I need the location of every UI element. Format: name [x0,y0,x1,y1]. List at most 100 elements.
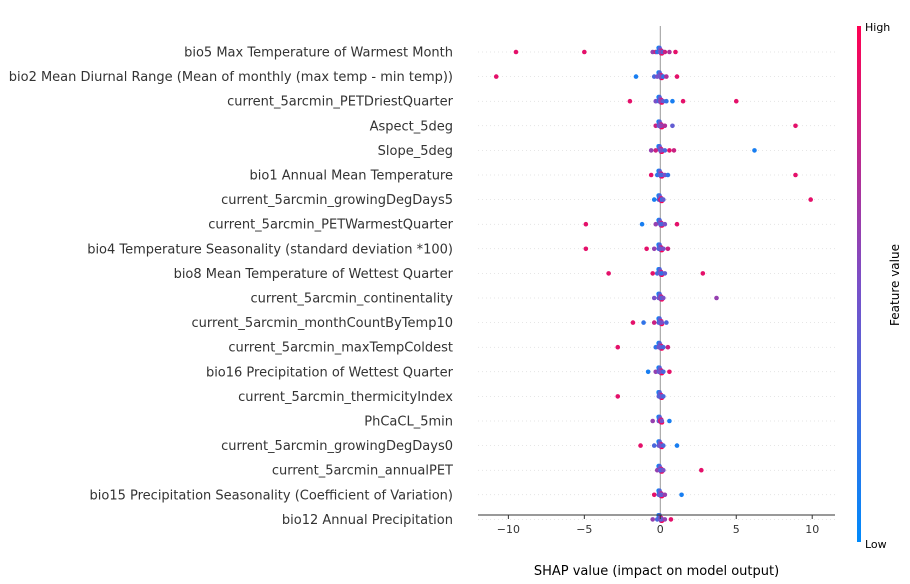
colorbar: High Low Feature value [857,21,902,551]
shap-point [615,344,621,350]
shap-point [583,221,589,227]
colorbar-gradient [857,26,861,542]
feature-label: bio8 Mean Temperature of Wettest Quarter [174,267,454,282]
shap-point [662,517,668,522]
shap-point [699,467,704,473]
feature-label: bio16 Precipitation of Wettest Quarter [206,365,454,380]
shap-point [639,221,645,227]
shap-point [662,492,668,498]
shap-point [667,369,672,375]
shap-point [659,320,665,325]
x-tick-label: 10 [805,523,819,536]
feature-label: bio4 Temperature Seasonality (standard d… [87,242,453,257]
feature-label: current_5arcmin_thermicityIndex [238,390,453,405]
shap-point [661,197,666,202]
feature-label: bio1 Annual Mean Temperature [250,169,453,184]
feature-label: current_5arcmin_maxTempColdest [228,341,453,356]
shap-point [673,49,678,55]
feature-label: bio15 Precipitation Seasonality (Coeffic… [90,488,453,503]
shap-point [641,320,646,325]
shap-point [670,123,675,129]
x-axis-label: SHAP value (impact on model output) [534,564,779,579]
shap-point [667,418,672,424]
shap-point [582,49,587,55]
shap-point [645,369,651,375]
shap-point [664,98,669,104]
shap-point [662,271,668,276]
feature-label: current_5arcmin_monthCountByTemp10 [192,316,453,331]
feature-label: bio5 Max Temperature of Warmest Month [184,46,453,61]
shap-points [493,45,813,523]
x-tick-label: −5 [576,523,592,536]
feature-label: Slope_5deg [378,144,453,159]
feature-label: current_5arcmin_annualPET [272,464,453,479]
x-tick-label: −10 [497,523,520,536]
feature-labels: bio5 Max Temperature of Warmest Month bio… [9,46,454,528]
feature-label: current_5arcmin_PETWarmestQuarter [208,218,453,233]
x-tick-label: 0 [657,523,664,536]
shap-point [651,295,657,301]
shap-point [700,271,706,276]
shap-point [733,98,739,104]
shap-point [661,369,666,375]
shap-point [679,492,684,498]
shap-point [674,74,680,79]
colorbar-low-label: Low [865,538,887,551]
shap-point [671,148,677,153]
shap-point [680,98,686,104]
shap-point [644,246,649,252]
colorbar-high-label: High [865,21,890,34]
shap-point [661,394,666,399]
shap-point [651,320,657,325]
shap-point [659,418,665,424]
shap-point [653,221,659,227]
feature-label: current_5arcmin_growingDegDays5 [221,193,453,208]
shap-point [665,246,671,252]
feature-label: PhCaCL_5min [364,415,453,430]
shap-point [714,295,719,301]
feature-label: current_5arcmin_growingDegDays0 [221,439,453,454]
x-tick-label: 5 [733,523,740,536]
shap-point [667,49,672,55]
shap-point [808,197,813,202]
shap-point [661,467,666,473]
shap-point [630,320,636,325]
shap-point [650,418,656,424]
shap-point [615,394,621,399]
shap-point [662,221,668,227]
shap-point [662,49,668,55]
shap-point [627,98,633,104]
colorbar-title: Feature value [888,244,902,326]
shap-point [651,443,657,448]
shap-point [633,74,639,79]
shap-point [664,320,669,325]
shap-point [651,246,657,252]
shap-point [606,271,611,276]
shap-point [651,197,657,202]
shap-point [648,172,654,178]
shap-point [667,148,672,153]
shap-point [665,172,671,178]
shap-point [674,221,680,227]
shap-point [661,295,666,301]
shap-point [793,123,798,129]
shap-point [661,443,666,448]
shap-point [670,98,675,104]
shap-point [665,344,671,350]
shap-point [661,246,666,252]
shap-point [674,443,680,448]
shap-point [493,74,499,79]
shap-point [664,74,669,79]
shap-point [650,271,656,276]
shap-point [513,49,519,55]
shap-point [793,172,798,178]
feature-label: current_5arcmin_continentality [251,292,454,307]
shap-point [752,148,757,153]
feature-label: bio12 Annual Precipitation [282,513,453,528]
shap-point [583,246,589,252]
shap-point [653,148,659,153]
shap-point [662,148,668,153]
x-axis: −10 −5 0 5 10 [478,514,835,536]
feature-label: bio2 Mean Diurnal Range (Mean of monthly… [9,70,453,85]
shap-point [651,492,657,498]
